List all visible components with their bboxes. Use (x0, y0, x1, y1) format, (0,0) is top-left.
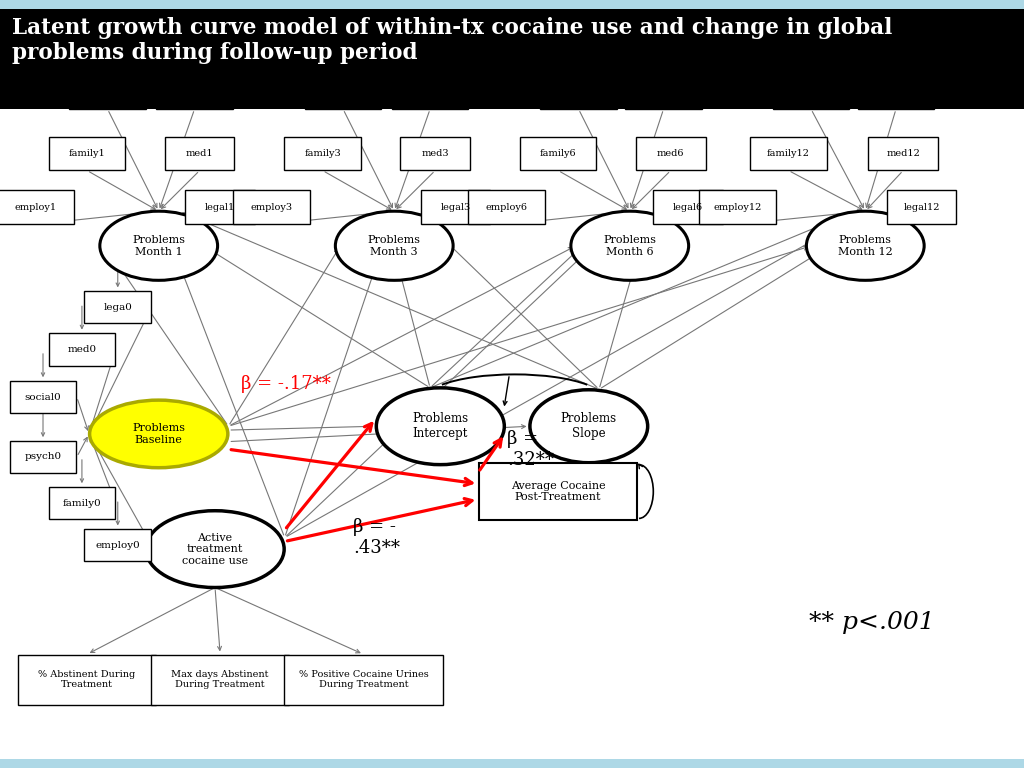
FancyBboxPatch shape (49, 487, 115, 519)
FancyBboxPatch shape (469, 190, 545, 224)
Text: Max days Abstinent
During Treatment: Max days Abstinent During Treatment (171, 670, 269, 690)
FancyBboxPatch shape (421, 190, 490, 224)
FancyBboxPatch shape (636, 137, 706, 170)
FancyBboxPatch shape (868, 137, 938, 170)
FancyBboxPatch shape (773, 75, 850, 109)
Text: employ0: employ0 (95, 541, 140, 550)
Text: Problems
Month 12: Problems Month 12 (838, 235, 893, 257)
Text: med0: med0 (68, 345, 96, 354)
Ellipse shape (90, 400, 227, 468)
Text: social0: social0 (25, 392, 61, 402)
Text: psych1: psych1 (90, 88, 125, 97)
FancyBboxPatch shape (400, 137, 470, 170)
FancyBboxPatch shape (520, 137, 596, 170)
Text: family0: family0 (62, 498, 101, 508)
Text: med3: med3 (422, 149, 449, 158)
Ellipse shape (100, 211, 217, 280)
Text: social6: social6 (646, 88, 681, 97)
FancyBboxPatch shape (185, 190, 255, 224)
FancyBboxPatch shape (285, 137, 361, 170)
FancyBboxPatch shape (165, 137, 234, 170)
Text: family1: family1 (69, 149, 105, 158)
Bar (0, 0, 1024, 9)
Text: Problems
Slope: Problems Slope (561, 412, 616, 440)
FancyBboxPatch shape (0, 190, 75, 224)
FancyBboxPatch shape (284, 654, 442, 705)
FancyBboxPatch shape (391, 75, 469, 109)
FancyBboxPatch shape (18, 654, 157, 705)
Text: legal6: legal6 (673, 203, 703, 212)
FancyBboxPatch shape (479, 462, 637, 521)
Text: psych12: psych12 (791, 88, 831, 97)
Bar (0, 759, 1024, 768)
Text: employ6: employ6 (485, 203, 528, 212)
Text: Problems
Month 6: Problems Month 6 (603, 235, 656, 257)
Text: Latent growth curve model of within-tx cocaine use and change in global
problems: Latent growth curve model of within-tx c… (12, 17, 893, 65)
FancyBboxPatch shape (698, 190, 776, 224)
Text: legal12: legal12 (903, 203, 940, 212)
Text: Problems
Baseline: Problems Baseline (132, 423, 185, 445)
Text: % Abstinent During
Treatment: % Abstinent During Treatment (39, 670, 135, 690)
Text: Average Cocaine
Post-Treatment: Average Cocaine Post-Treatment (511, 481, 605, 502)
Text: Problems
Intercept: Problems Intercept (413, 412, 468, 440)
Text: Problems
Month 1: Problems Month 1 (132, 235, 185, 257)
Bar (0, 9, 1024, 109)
FancyBboxPatch shape (152, 654, 289, 705)
Ellipse shape (376, 388, 504, 465)
FancyBboxPatch shape (70, 75, 146, 109)
FancyBboxPatch shape (49, 333, 115, 366)
Ellipse shape (336, 211, 453, 280)
FancyBboxPatch shape (541, 75, 616, 109)
Text: lega0: lega0 (103, 303, 132, 312)
FancyBboxPatch shape (305, 75, 382, 109)
Ellipse shape (571, 211, 688, 280)
Text: psych6: psych6 (561, 88, 596, 97)
Text: family6: family6 (540, 149, 577, 158)
Text: β =
.32**: β = .32** (507, 430, 554, 468)
Text: med6: med6 (657, 149, 684, 158)
Text: psych0: psych0 (25, 452, 61, 462)
Text: legal1: legal1 (205, 203, 236, 212)
Text: med1: med1 (186, 149, 213, 158)
Text: % Positive Cocaine Urines
During Treatment: % Positive Cocaine Urines During Treatme… (299, 670, 428, 690)
Text: med12: med12 (886, 149, 921, 158)
Text: employ1: employ1 (14, 203, 57, 212)
FancyBboxPatch shape (10, 441, 77, 473)
Text: employ3: employ3 (250, 203, 293, 212)
Ellipse shape (530, 390, 647, 462)
Ellipse shape (807, 211, 924, 280)
FancyBboxPatch shape (750, 137, 827, 170)
FancyBboxPatch shape (84, 291, 152, 323)
Text: employ12: employ12 (713, 203, 762, 212)
Text: social1: social1 (177, 88, 212, 97)
FancyBboxPatch shape (233, 190, 309, 224)
Text: legal3: legal3 (440, 203, 471, 212)
Text: social3: social3 (413, 88, 447, 97)
Text: social12: social12 (876, 88, 916, 97)
Ellipse shape (145, 511, 284, 588)
FancyBboxPatch shape (156, 75, 232, 109)
Text: family12: family12 (767, 149, 810, 158)
Text: β = -.17**: β = -.17** (241, 375, 331, 393)
Text: Active
treatment
cocaine use: Active treatment cocaine use (182, 532, 248, 566)
FancyBboxPatch shape (84, 529, 152, 561)
FancyBboxPatch shape (625, 75, 702, 109)
Text: β = -
.43**: β = - .43** (353, 518, 400, 557)
FancyBboxPatch shape (887, 190, 956, 224)
FancyBboxPatch shape (653, 190, 723, 224)
Text: family3: family3 (304, 149, 341, 158)
Text: psych3: psych3 (326, 88, 360, 97)
FancyBboxPatch shape (858, 75, 934, 109)
FancyBboxPatch shape (10, 381, 77, 413)
Text: ** p<.001: ** p<.001 (809, 611, 935, 634)
Text: Problems
Month 3: Problems Month 3 (368, 235, 421, 257)
FancyBboxPatch shape (49, 137, 125, 170)
